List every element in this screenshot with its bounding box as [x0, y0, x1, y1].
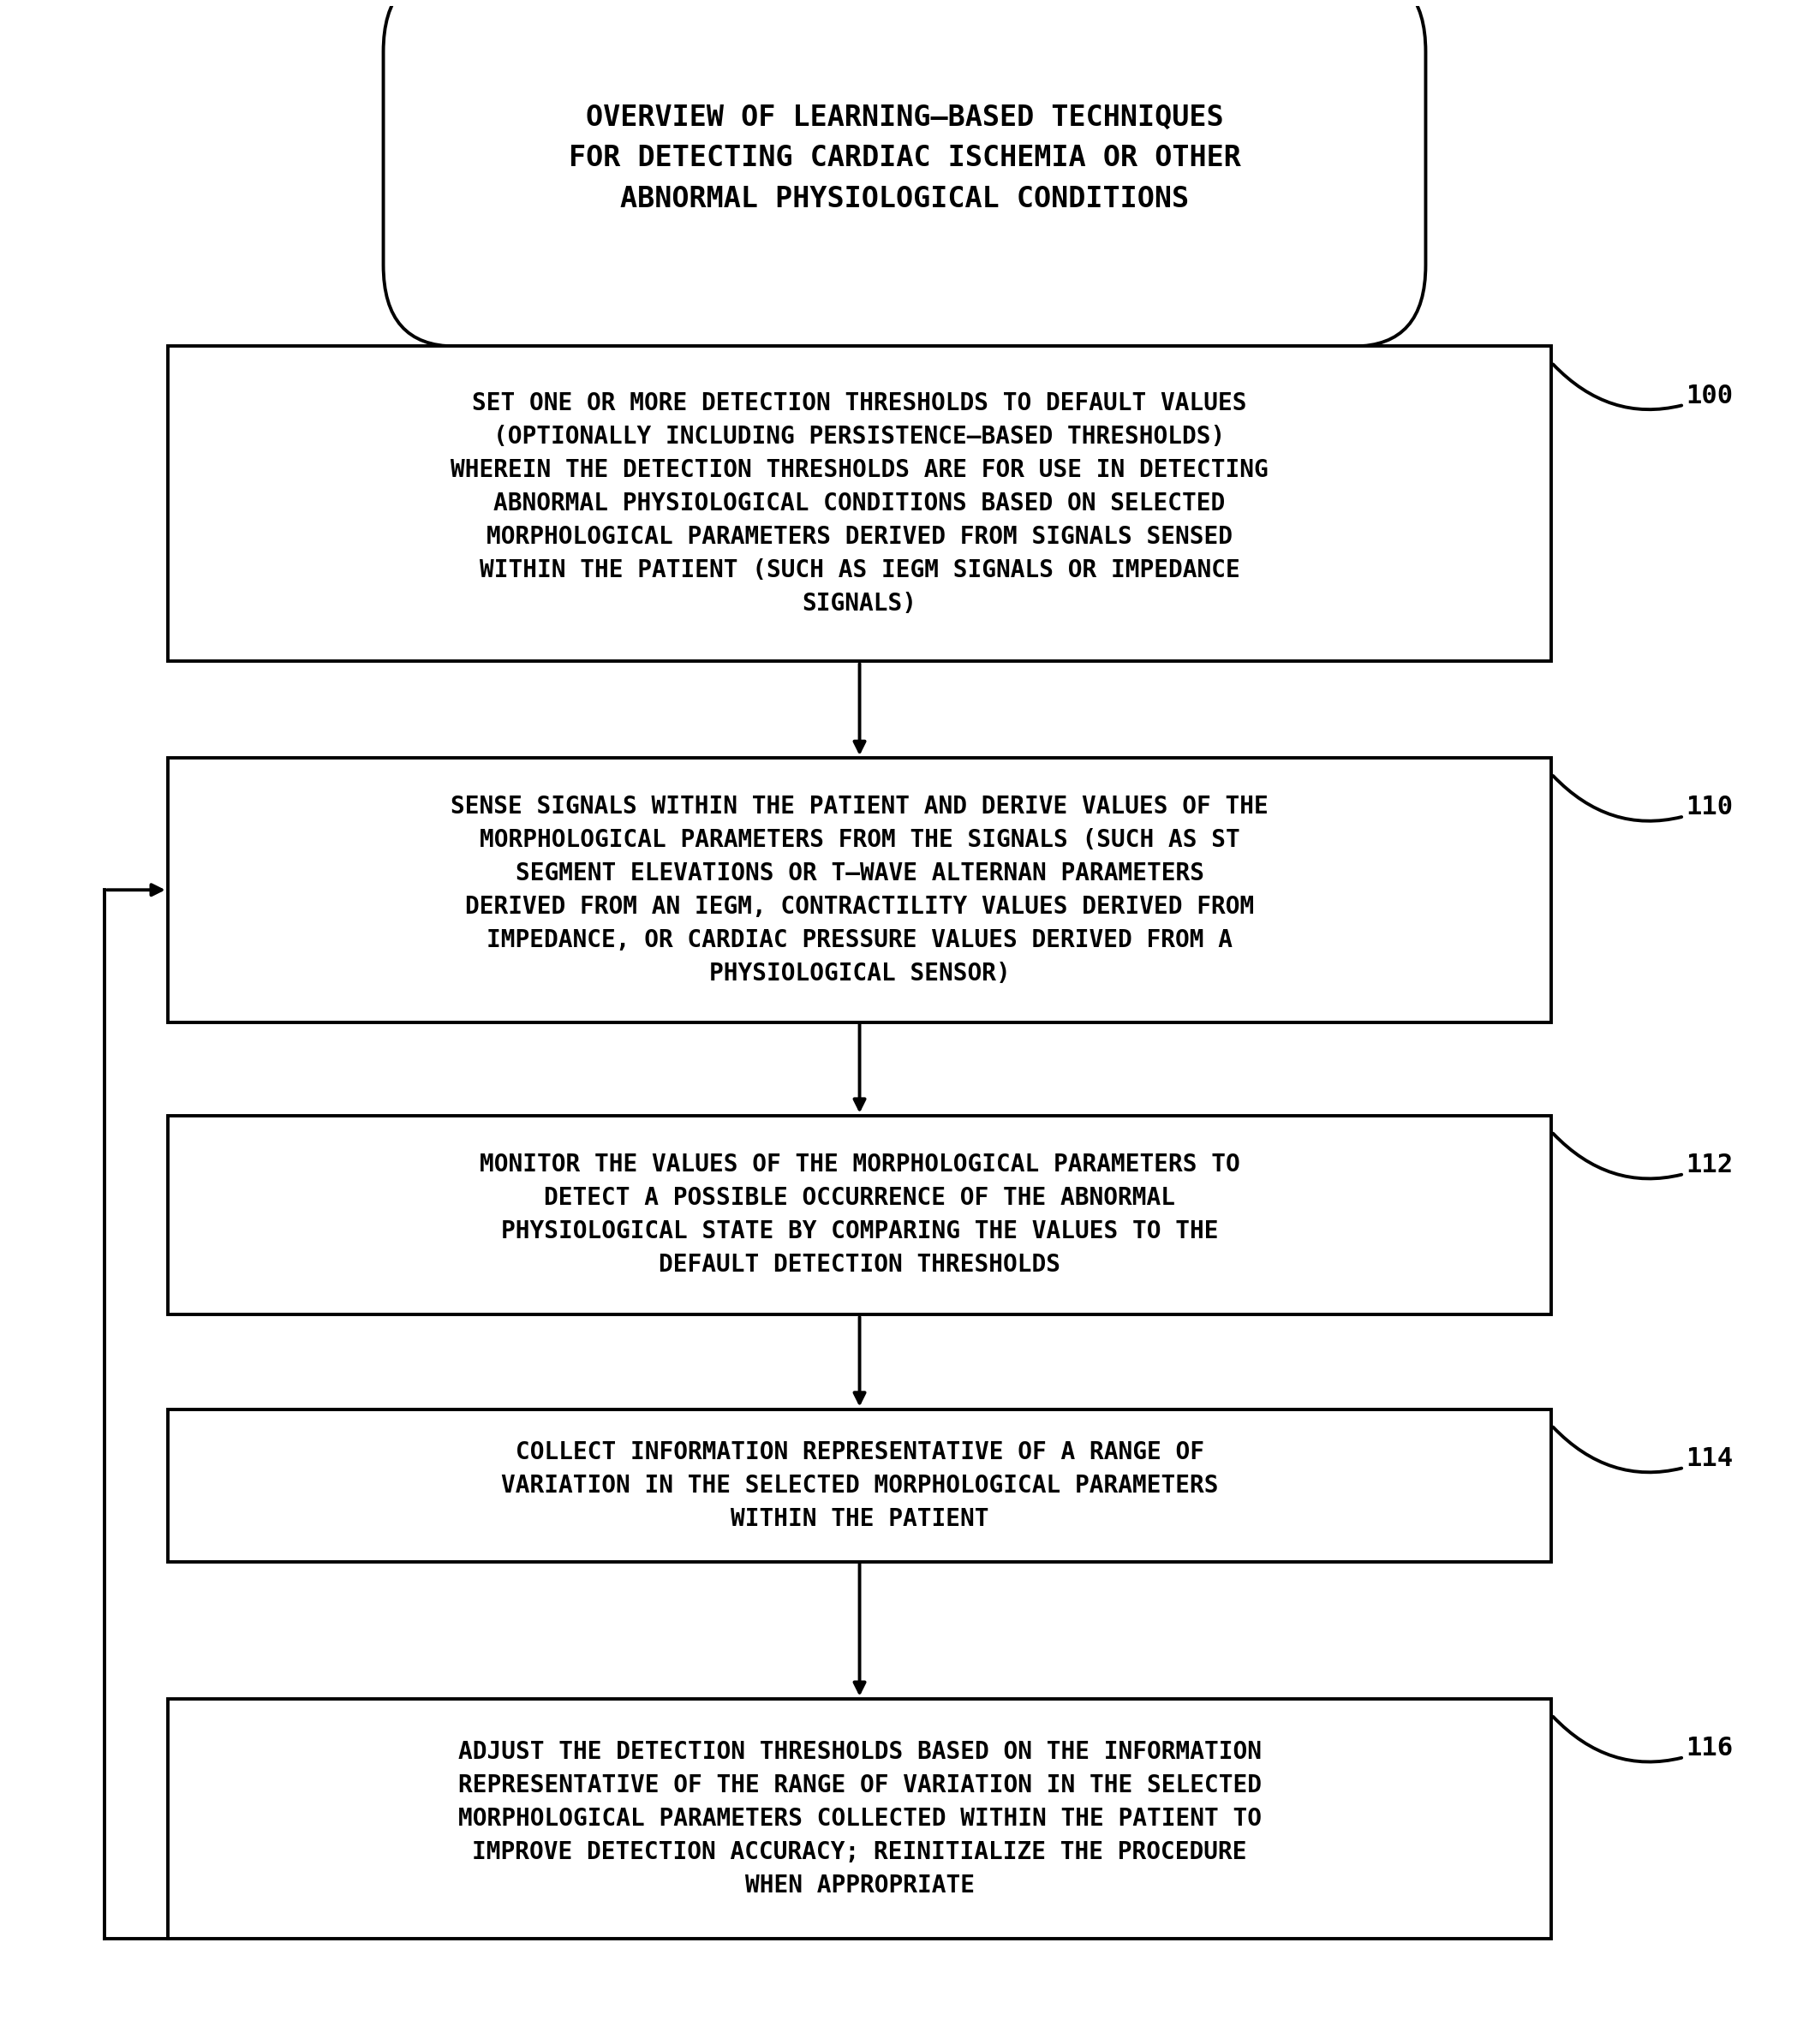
Text: 114: 114 — [1554, 1427, 1733, 1472]
Text: SET ONE OR MORE DETECTION THRESHOLDS TO DEFAULT VALUES
(OPTIONALLY INCLUDING PER: SET ONE OR MORE DETECTION THRESHOLDS TO … — [450, 392, 1268, 615]
Text: ADJUST THE DETECTION THRESHOLDS BASED ON THE INFORMATION
REPRESENTATIVE OF THE R: ADJUST THE DETECTION THRESHOLDS BASED ON… — [458, 1739, 1261, 1897]
FancyBboxPatch shape — [168, 1699, 1552, 1938]
FancyBboxPatch shape — [168, 1408, 1552, 1562]
Text: 116: 116 — [1554, 1717, 1733, 1762]
Text: 100: 100 — [1554, 364, 1733, 409]
Text: MONITOR THE VALUES OF THE MORPHOLOGICAL PARAMETERS TO
DETECT A POSSIBLE OCCURREN: MONITOR THE VALUES OF THE MORPHOLOGICAL … — [479, 1153, 1239, 1278]
Text: OVERVIEW OF LEARNING–BASED TECHNIQUES
FOR DETECTING CARDIAC ISCHEMIA OR OTHER
AB: OVERVIEW OF LEARNING–BASED TECHNIQUES FO… — [568, 104, 1241, 213]
FancyBboxPatch shape — [168, 1116, 1552, 1314]
FancyBboxPatch shape — [168, 758, 1552, 1022]
FancyBboxPatch shape — [384, 0, 1425, 345]
Text: SENSE SIGNALS WITHIN THE PATIENT AND DERIVE VALUES OF THE
MORPHOLOGICAL PARAMETE: SENSE SIGNALS WITHIN THE PATIENT AND DER… — [450, 795, 1268, 985]
Text: 112: 112 — [1554, 1134, 1733, 1179]
Text: COLLECT INFORMATION REPRESENTATIVE OF A RANGE OF
VARIATION IN THE SELECTED MORPH: COLLECT INFORMATION REPRESENTATIVE OF A … — [501, 1439, 1217, 1531]
Text: 110: 110 — [1554, 777, 1733, 822]
FancyBboxPatch shape — [168, 345, 1552, 662]
